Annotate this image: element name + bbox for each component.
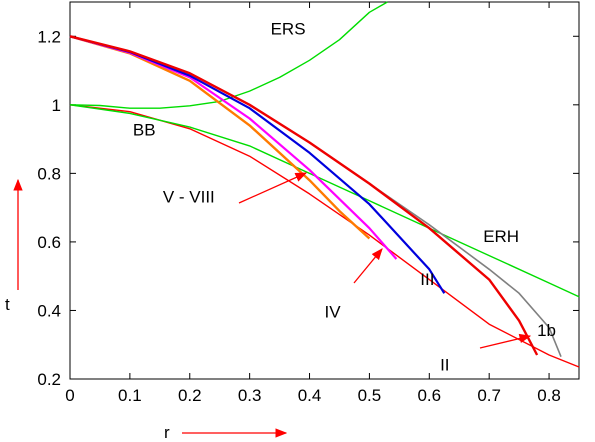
series-line-v-viii <box>69 35 371 240</box>
annotation-ii: II <box>440 355 449 374</box>
x-tick-label: 0.6 <box>417 386 441 405</box>
y-tick-label: 0.2 <box>37 370 61 389</box>
annotation-v-viii: V - VIII <box>163 187 215 206</box>
series-line-iv <box>69 35 398 260</box>
annotation-1b: 1b <box>537 321 556 340</box>
annotations: ERS BB V - VIII IV III ERH II 1b <box>133 20 556 375</box>
annotation-bb: BB <box>133 121 156 140</box>
axis-ticks: 0 0.1 0.2 0.3 0.4 0.5 0.6 0.7 0.8 0.2 0.4 0.6 0.8 1 1.… <box>37 2 579 405</box>
y-tick-label: 1 <box>52 96 61 115</box>
x-tick-label: 0 <box>65 386 74 405</box>
annotation-erh: ERH <box>483 227 519 246</box>
annotation-iii: III <box>420 270 434 289</box>
iv-arrow <box>353 248 383 284</box>
x-tick-label: 0.5 <box>358 386 382 405</box>
series-line-ers <box>69 1 388 109</box>
y-tick-label: 0.8 <box>37 164 61 183</box>
v-viii-arrow <box>238 172 308 204</box>
y-tick-label: 1.2 <box>37 27 61 46</box>
y-axis-label: t <box>5 295 10 314</box>
x-axis-label: r <box>164 423 170 442</box>
x-tick-label: 0.7 <box>477 386 501 405</box>
x-tick-label: 0.1 <box>118 386 142 405</box>
series-line-iii <box>69 35 446 294</box>
annotation-iv: IV <box>325 302 342 321</box>
x-tick-label: 0.4 <box>298 386 322 405</box>
y-tick-label: 0.6 <box>37 233 61 252</box>
ii-arrow <box>479 333 532 349</box>
plot-frame <box>69 1 580 380</box>
series-line-1b <box>69 35 562 358</box>
annotation-ers: ERS <box>271 20 306 39</box>
series-line-erh <box>69 104 580 298</box>
x-tick-label: 0.8 <box>537 386 561 405</box>
y-tick-label: 0.4 <box>37 301 61 320</box>
x-tick-label: 0.3 <box>238 386 262 405</box>
x-tick-label: 0.2 <box>178 386 202 405</box>
series-line-ii <box>69 35 539 356</box>
